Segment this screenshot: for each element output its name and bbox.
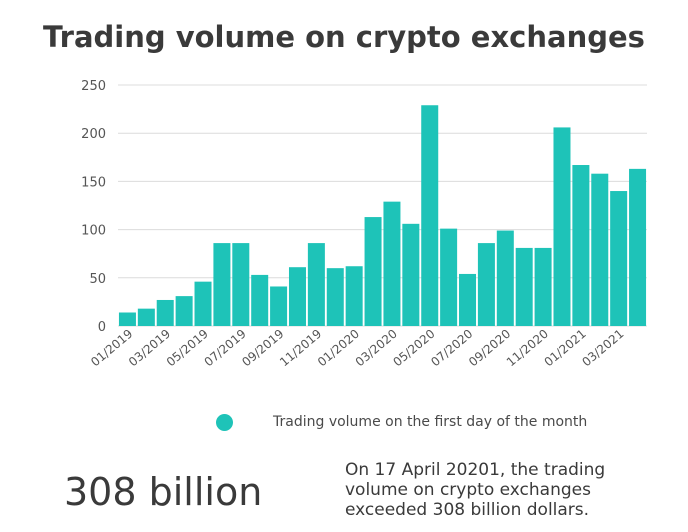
legend-label: Trading volume on the first day of the m…	[273, 414, 588, 430]
bar	[307, 243, 325, 326]
x-tick-label: 03/2021	[579, 327, 626, 370]
bar	[591, 173, 609, 326]
bar	[288, 267, 306, 326]
bar	[326, 268, 344, 326]
bar	[364, 217, 382, 326]
bar	[137, 308, 155, 326]
bar	[156, 299, 174, 326]
bar	[402, 223, 420, 326]
bar	[534, 247, 552, 326]
bar	[572, 165, 590, 326]
y-axis-ticks: 0 50 100 150 200 250	[81, 79, 106, 335]
y-tick-label: 150	[81, 175, 106, 190]
bar	[610, 191, 628, 326]
bar	[118, 312, 136, 326]
chart-title: Trading volume on crypto exchanges	[43, 20, 645, 54]
bar	[175, 296, 193, 326]
bar	[270, 286, 288, 326]
bar	[251, 274, 269, 326]
x-axis-ticks: 01/201903/201905/201907/201909/201911/20…	[88, 327, 626, 370]
x-tick-label: 09/2019	[239, 327, 286, 370]
bar	[232, 243, 250, 326]
y-tick-label: 200	[81, 127, 106, 142]
bar	[194, 281, 212, 326]
bars	[118, 105, 647, 326]
highlight-note: On 17 April 20201, the trading volume on…	[345, 460, 606, 520]
y-tick-label: 0	[98, 320, 106, 335]
highlight-value: 308 billion	[64, 470, 263, 514]
bar	[553, 127, 571, 326]
bar	[477, 243, 495, 326]
bar	[440, 228, 458, 326]
y-tick-label: 50	[89, 272, 106, 287]
bar-chart: 0 50 100 150 200 250 01/201903/201905/201907/…	[81, 79, 647, 370]
bar	[496, 230, 514, 326]
bar	[345, 266, 363, 326]
bar	[629, 168, 647, 326]
y-tick-label: 100	[81, 224, 106, 239]
x-tick-label: 11/2020	[504, 327, 551, 370]
bar	[421, 105, 439, 326]
bar	[213, 243, 231, 326]
legend: Trading volume on the first day of the m…	[216, 410, 587, 434]
y-tick-label: 250	[81, 79, 106, 94]
bar	[515, 247, 533, 326]
bar	[383, 201, 401, 326]
bar	[459, 273, 477, 326]
legend-swatch	[216, 413, 233, 431]
